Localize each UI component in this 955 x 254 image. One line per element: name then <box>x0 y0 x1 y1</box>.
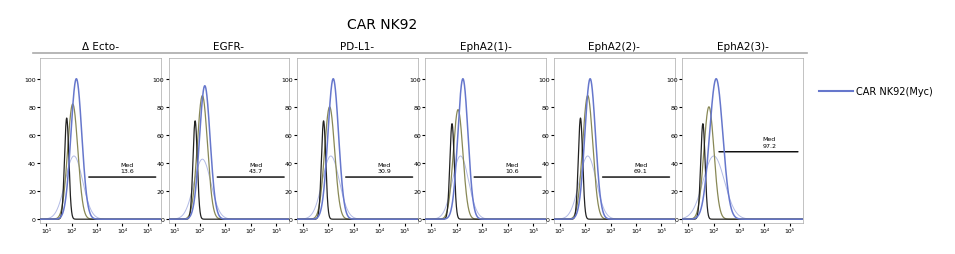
Text: CAR NK92: CAR NK92 <box>347 18 417 32</box>
Text: Med
10.6: Med 10.6 <box>505 162 520 173</box>
Text: PD-L1-: PD-L1- <box>340 42 374 52</box>
Text: EphA2(1)-: EphA2(1)- <box>460 42 512 52</box>
Text: EphA2(2)-: EphA2(2)- <box>588 42 640 52</box>
Text: CAR NK92(Myc): CAR NK92(Myc) <box>856 86 932 97</box>
Text: Med
69.1: Med 69.1 <box>634 162 647 173</box>
Text: Med
30.9: Med 30.9 <box>377 162 391 173</box>
Text: Med
97.2: Med 97.2 <box>762 137 776 148</box>
Text: Δ Ecto-: Δ Ecto- <box>82 42 119 52</box>
Text: Med
13.6: Med 13.6 <box>120 162 134 173</box>
Text: Med
43.7: Med 43.7 <box>248 162 263 173</box>
Text: EphA2(3)-: EphA2(3)- <box>717 42 769 52</box>
Text: EGFR-: EGFR- <box>214 42 244 52</box>
